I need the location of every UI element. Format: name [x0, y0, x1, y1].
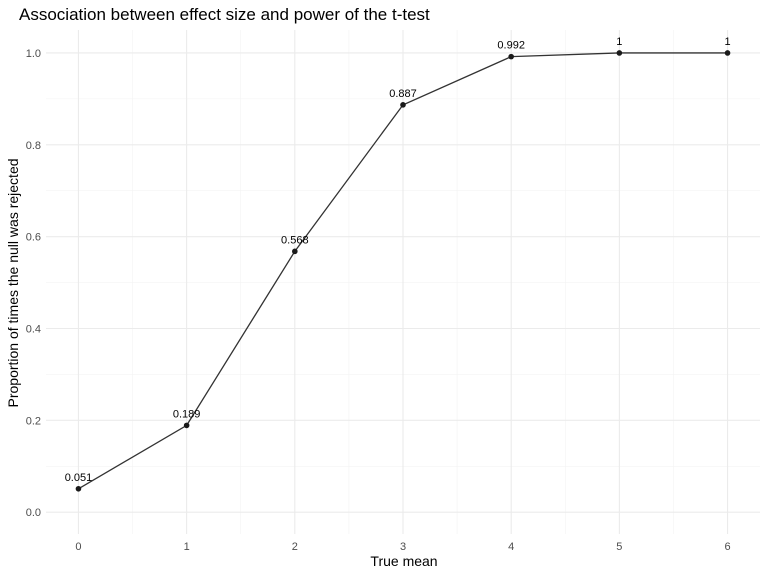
y-tick-label: 0.2: [26, 415, 41, 427]
data-label: 1: [724, 36, 730, 48]
x-axis-title: True mean: [370, 553, 437, 569]
y-tick-label: 0.8: [26, 140, 41, 152]
y-tick-label: 0.6: [26, 232, 41, 244]
x-tick-label: 1: [184, 541, 190, 553]
data-point: [183, 422, 190, 429]
y-tick-label: 0.4: [26, 323, 41, 335]
x-tick-label: 0: [75, 541, 81, 553]
data-point: [724, 50, 731, 56]
x-tick-label: 5: [616, 541, 622, 553]
data-points: [75, 50, 731, 492]
x-tick-label: 6: [724, 541, 730, 553]
x-axis-ticks: 0 1 2 3 4 5 6: [75, 541, 730, 553]
data-label: 0.992: [497, 40, 525, 52]
data-label: 1: [616, 36, 622, 48]
data-point: [400, 102, 406, 108]
x-tick-label: 2: [292, 541, 298, 553]
x-tick-label: 3: [400, 541, 406, 553]
data-label: 0.887: [389, 88, 417, 100]
y-tick-label: 0.0: [26, 507, 41, 519]
y-tick-label: 1.0: [26, 48, 41, 60]
data-label: 0.189: [173, 408, 201, 420]
data-point: [75, 485, 82, 492]
data-label: 0.051: [65, 472, 93, 484]
chart-title: Association between effect size and powe…: [19, 5, 430, 24]
y-axis-ticks: 0.0 0.2 0.4 0.6 0.8 1.0: [26, 48, 41, 519]
data-point: [616, 50, 623, 56]
grid: [46, 30, 760, 534]
data-point: [508, 53, 514, 60]
data-labels: 0.051 0.189 0.568 0.887 0.992 1 1: [65, 36, 731, 484]
x-tick-label: 4: [508, 541, 514, 553]
data-point: [292, 248, 298, 255]
y-axis-title: Proportion of times the null was rejecte…: [5, 158, 21, 407]
data-label: 0.568: [281, 234, 309, 246]
